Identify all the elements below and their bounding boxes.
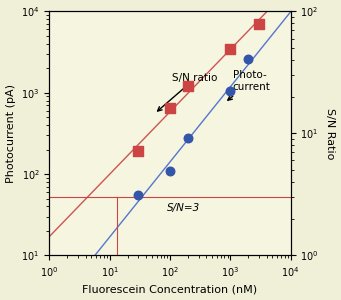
Point	[136, 149, 141, 154]
Point	[186, 84, 191, 89]
Y-axis label: Photocurrent (pA): Photocurrent (pA)	[5, 84, 16, 183]
Point	[246, 57, 251, 62]
Text: S/N ratio: S/N ratio	[158, 74, 218, 111]
Y-axis label: S/N Ratio: S/N Ratio	[325, 108, 336, 159]
Point	[227, 88, 233, 93]
Point	[136, 193, 141, 198]
Point	[167, 106, 173, 110]
Text: S/N=3: S/N=3	[167, 203, 201, 213]
Point	[256, 22, 262, 26]
Point	[227, 46, 233, 51]
Text: Photo-
current: Photo- current	[228, 70, 271, 100]
Point	[167, 168, 173, 173]
Point	[186, 135, 191, 140]
X-axis label: Fluorescein Concentration (nM): Fluorescein Concentration (nM)	[83, 284, 257, 294]
